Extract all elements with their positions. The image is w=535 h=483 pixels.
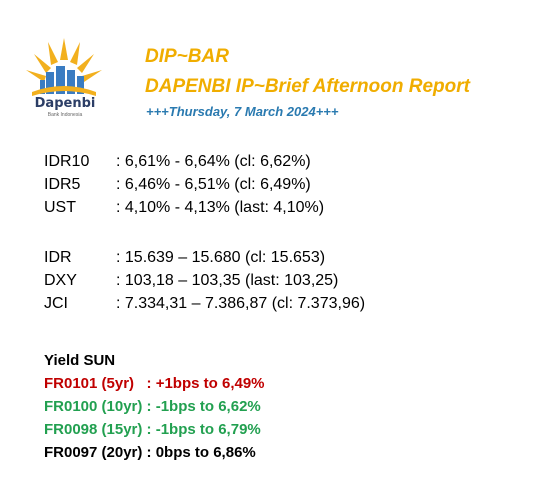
logo-wordmark: Dapenbi: [34, 96, 96, 111]
yield-row-fr0098: FR0098 (15yr) : -1bps to 6,79%: [44, 421, 261, 438]
rate-label: IDR: [44, 249, 72, 266]
yield-sun-block: Yield SUN FR0101 (5yr) : +1bps to 6,49% …: [44, 349, 265, 464]
rate-label: IDR10: [44, 153, 90, 170]
logo-subtitle: Bank Indonesia: [47, 112, 83, 118]
yield-row-fr0100: FR0100 (10yr) : -1bps to 6,62%: [44, 398, 261, 415]
rate-value: : 103,18 – 103,35 (last: 103,25): [116, 272, 339, 289]
report-title: DAPENBI IP~Brief Afternoon Report: [145, 76, 470, 97]
report-code-title: DIP~BAR: [145, 46, 229, 67]
rate-label: IDR5: [44, 176, 81, 193]
rate-label: DXY: [44, 272, 77, 289]
report-date: +++Thursday, 7 March 2024+++: [146, 104, 339, 119]
yield-row-fr0097: FR0097 (20yr) : 0bps to 6,86%: [44, 444, 256, 461]
rate-value: : 4,10% - 4,13% (last: 4,10%): [116, 199, 325, 216]
rate-value: : 6,46% - 6,51% (cl: 6,49%): [116, 176, 311, 193]
rate-row-idr10: IDR10 : 6,61% - 6,64% (cl: 6,62%): [44, 150, 324, 173]
rate-value: : 6,61% - 6,64% (cl: 6,62%): [116, 153, 311, 170]
rate-row-dxy: DXY : 103,18 – 103,35 (last: 103,25): [44, 269, 365, 292]
rate-label: JCI: [44, 295, 68, 312]
rate-row-ust: UST : 4,10% - 4,13% (last: 4,10%): [44, 196, 324, 219]
report-header: Dapenbi Bank Indonesia DIP~BAR DAPENBI I…: [0, 0, 535, 140]
rate-label: UST: [44, 199, 76, 216]
yield-heading: Yield SUN: [44, 352, 116, 369]
rate-row-idr: IDR : 15.639 – 15.680 (cl: 15.653): [44, 246, 365, 269]
dapenbi-logo-icon: [26, 38, 102, 96]
bond-rates-block: IDR10 : 6,61% - 6,64% (cl: 6,62%) IDR5 :…: [44, 150, 324, 219]
market-rates-block: IDR : 15.639 – 15.680 (cl: 15.653) DXY :…: [44, 246, 365, 315]
yield-row-fr0101: FR0101 (5yr) : +1bps to 6,49%: [44, 375, 265, 392]
rate-row-jci: JCI : 7.334,31 – 7.386,87 (cl: 7.373,96): [44, 292, 365, 315]
rate-row-idr5: IDR5 : 6,46% - 6,51% (cl: 6,49%): [44, 173, 324, 196]
rate-value: : 7.334,31 – 7.386,87 (cl: 7.373,96): [116, 295, 366, 312]
rate-value: : 15.639 – 15.680 (cl: 15.653): [116, 249, 326, 266]
